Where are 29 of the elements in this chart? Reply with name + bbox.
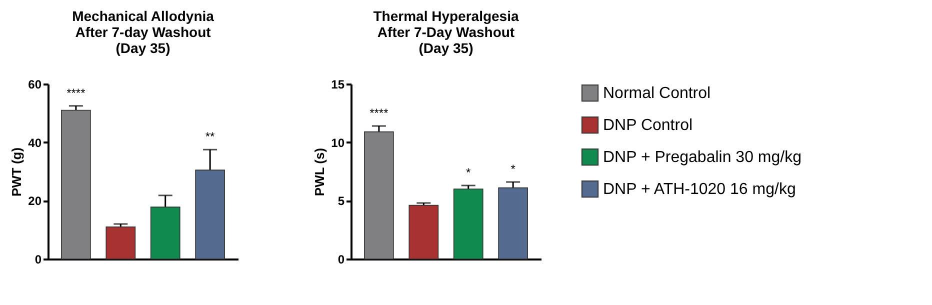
y-tick-label: 5	[338, 194, 345, 208]
y-axis-title: PWL (s)	[312, 148, 328, 196]
bar	[61, 110, 91, 260]
y-tick-label: 60	[28, 78, 42, 92]
legend-label: DNP Control	[603, 117, 693, 134]
data-label: ****	[66, 86, 86, 100]
y-axis-title: PWT (g)	[9, 147, 24, 197]
data-label: ****	[370, 106, 389, 120]
y-tick-label: 40	[28, 136, 42, 150]
y-tick-label: 0	[34, 252, 42, 266]
data-label: *	[510, 162, 516, 176]
legend-label: DNP + ATH-1020 16 mg/kg	[603, 181, 796, 198]
bar	[106, 226, 136, 260]
bar	[498, 187, 528, 260]
bar	[150, 206, 180, 260]
chart-title: Thermal Hyperalgesia After 7-Day Washout (Day 35)	[373, 8, 519, 56]
bar	[453, 188, 484, 260]
bar	[408, 204, 439, 260]
data-label: **	[205, 130, 216, 144]
y-tick-label: 10	[331, 136, 345, 150]
data-label: *	[466, 166, 472, 180]
y-tick-label: 20	[28, 194, 42, 208]
legend-label: DNP + Pregabalin 30 mg/kg	[603, 149, 802, 166]
legend-label: Normal Control	[603, 85, 711, 102]
bar	[195, 170, 225, 260]
y-tick-label: 15	[331, 78, 345, 92]
bar	[364, 131, 394, 260]
chart-title: Mechanical Allodynia After 7-day Washout (Day 35)	[72, 8, 214, 56]
y-tick-label: 0	[338, 252, 345, 266]
